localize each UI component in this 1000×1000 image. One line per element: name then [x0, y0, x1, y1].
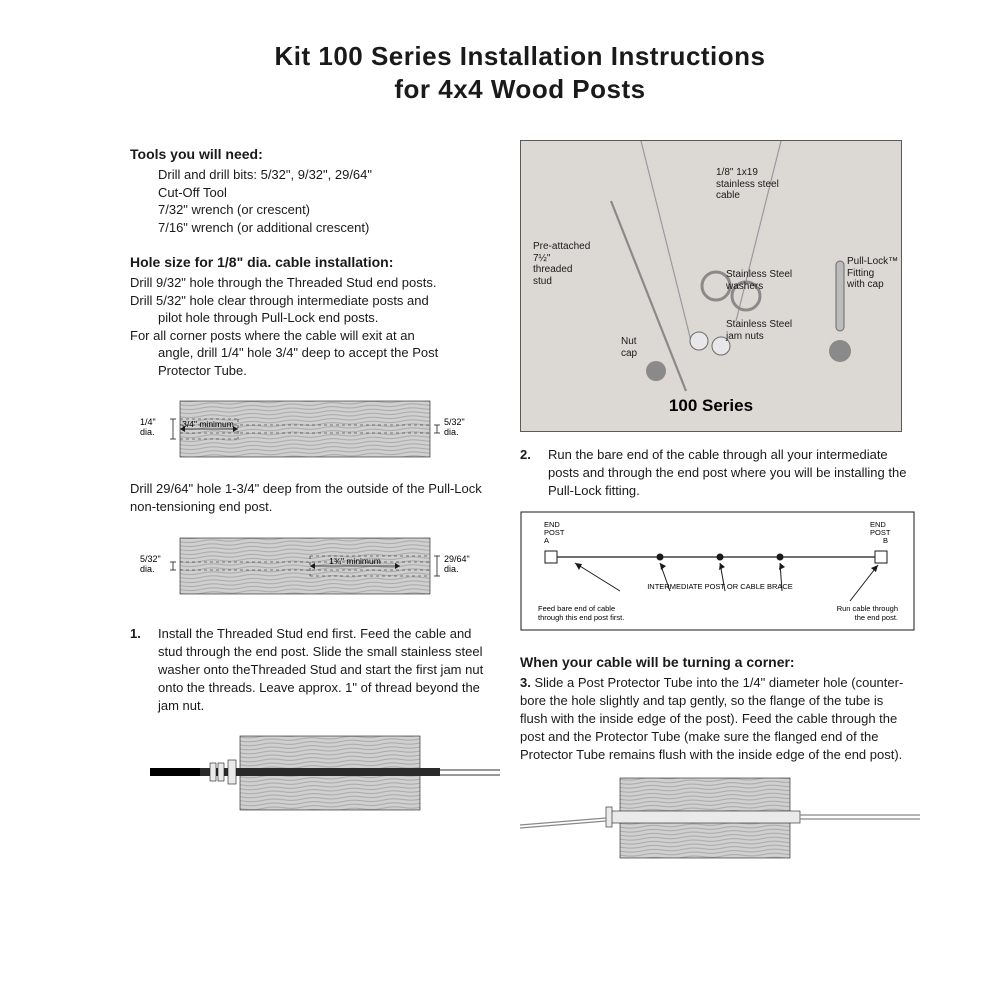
hole-diagram-1: 3/4" minimum 1/4" dia. 5/32" dia. — [120, 389, 480, 469]
stud-diagram — [100, 728, 500, 818]
page-title: Kit 100 Series Installation Instructions… — [130, 40, 910, 105]
photo-label-jamnuts: Stainless Steeljam nuts — [726, 319, 792, 342]
dia-label: dia. — [140, 564, 155, 574]
title-line-1: Kit 100 Series Installation Instructions — [274, 41, 765, 71]
step-text: Install the Threaded Stud end first. Fee… — [158, 625, 490, 716]
dia-label: dia. — [444, 564, 459, 574]
tool-item: 7/32" wrench (or crescent) — [158, 201, 490, 219]
svg-text:B: B — [883, 536, 888, 545]
holesize-heading: Hole size for 1/8" dia. cable installati… — [130, 254, 490, 270]
photo-label-stud: Pre-attached7½"threadedstud — [533, 241, 590, 287]
step-2: 2. Run the bare end of the cable through… — [520, 446, 910, 501]
dim-label: 3/4" minimum — [182, 419, 234, 429]
photo-label-pulllock: Pull-Lock™Fittingwith cap — [847, 256, 898, 291]
text-line: Protector Tube. — [130, 362, 490, 380]
svg-text:through this end post first.: through this end post first. — [538, 613, 624, 622]
step-3: 3. Slide a Post Protector Tube into the … — [520, 674, 910, 765]
drill-29-text: Drill 29/64" hole 1-3/4" deep from the o… — [130, 480, 490, 515]
components-photo: 100 Series 1/8" 1x19stainless steelcable… — [520, 140, 902, 432]
title-line-2: for 4x4 Wood Posts — [394, 74, 645, 104]
hole-diagram-2: 1¾" minimum 5/32" dia. 29/64" dia. — [120, 526, 480, 606]
tool-item: Cut-Off Tool — [158, 184, 490, 202]
step-number: 1. — [130, 625, 150, 716]
step-text: 3. Slide a Post Protector Tube into the … — [520, 674, 910, 765]
text-line: For all corner posts where the cable wil… — [130, 327, 490, 345]
schematic-mid-label: INTERMEDIATE POST OR CABLE BRACE — [647, 582, 793, 591]
step-text: Run the bare end of the cable through al… — [548, 446, 910, 501]
dia-label: 1/4" — [140, 417, 156, 427]
text-line: Drill 5/32" hole clear through intermedi… — [130, 292, 490, 310]
series-label: 100 Series — [669, 396, 753, 415]
text-line: Drill 9/32" hole through the Threaded St… — [130, 274, 490, 292]
right-column: 100 Series 1/8" 1x19stainless steelcable… — [520, 140, 910, 868]
schematic-feed-a: Feed bare end of cable — [538, 604, 615, 613]
schematic-feed-b: Run cable through — [837, 604, 898, 613]
tools-heading: Tools you will need: — [130, 146, 490, 162]
tool-item: Drill and drill bits: 5/32", 9/32", 29/6… — [158, 166, 490, 184]
step-number: 2. — [520, 446, 540, 501]
corner-diagram — [520, 773, 920, 863]
dia-label: 5/32" — [140, 554, 161, 564]
photo-label-nutcap: Nutcap — [621, 336, 637, 359]
step-1: 1. Install the Threaded Stud end first. … — [130, 625, 490, 716]
text-line: angle, drill 1/4" hole 3/4" deep to acce… — [130, 344, 490, 362]
dia-label: 5/32" — [444, 417, 465, 427]
dia-label: 29/64" — [444, 554, 470, 564]
svg-text:the end post.: the end post. — [855, 613, 898, 622]
text-line: pilot hole through Pull-Lock end posts. — [130, 309, 490, 327]
dia-label: dia. — [140, 427, 155, 437]
corner-heading: When your cable will be turning a corner… — [520, 654, 910, 670]
tools-list: Drill and drill bits: 5/32", 9/32", 29/6… — [130, 166, 490, 236]
tool-item: 7/16" wrench (or additional crescent) — [158, 219, 490, 237]
holesize-text: Drill 9/32" hole through the Threaded St… — [130, 274, 490, 379]
left-column: Tools you will need: Drill and drill bit… — [130, 140, 490, 868]
photo-label-washers: Stainless Steelwashers — [726, 269, 792, 292]
dia-label: dia. — [444, 427, 459, 437]
svg-text:A: A — [544, 536, 549, 545]
photo-label-cable: 1/8" 1x19stainless steelcable — [716, 167, 779, 202]
run-schematic: END POST A END POST B INTERMEDIATE POST … — [520, 511, 915, 631]
dim-label: 1¾" minimum — [329, 556, 381, 566]
